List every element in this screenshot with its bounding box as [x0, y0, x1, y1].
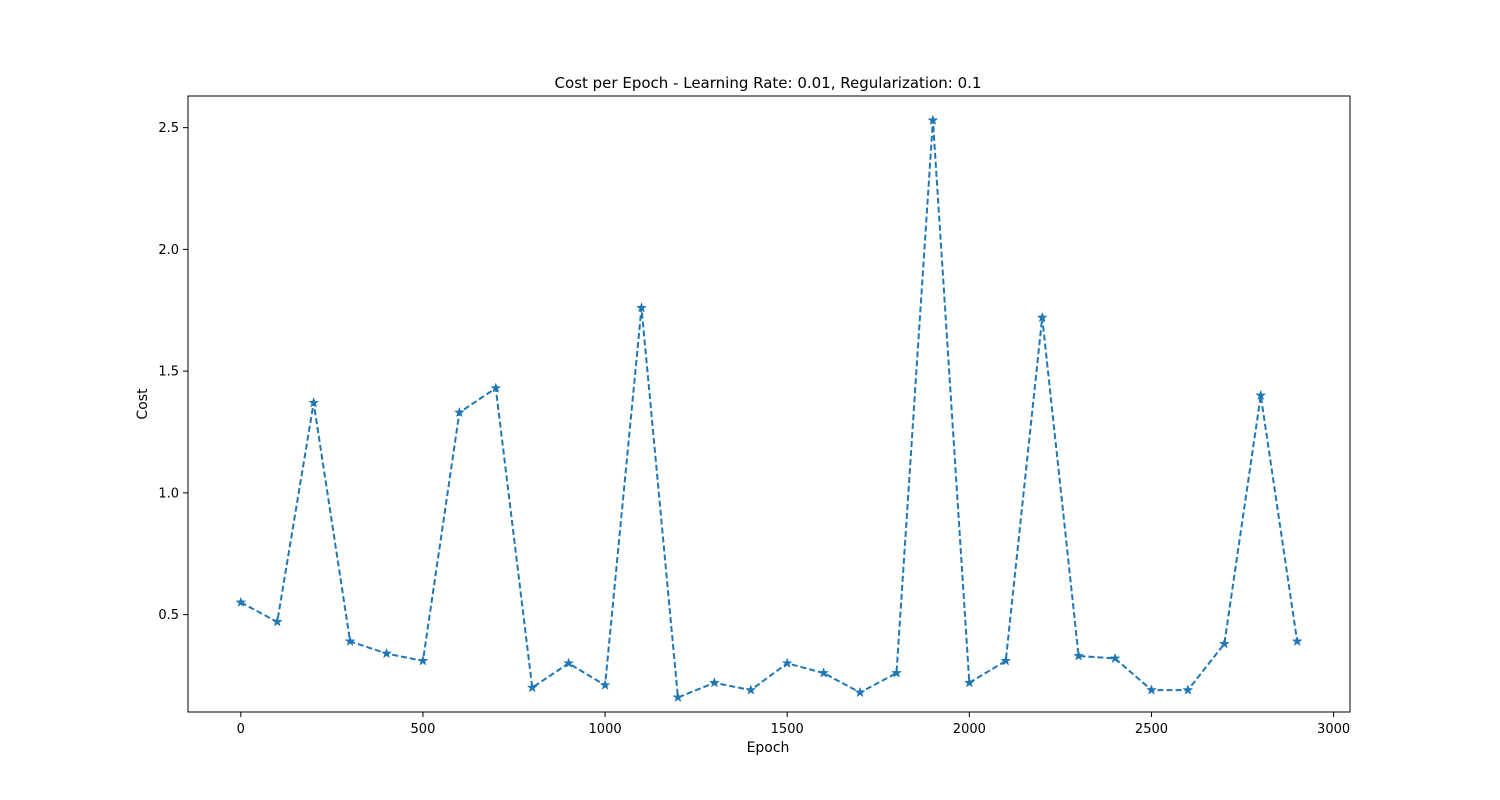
x-tick-label: 1500 — [771, 722, 804, 737]
data-point-marker — [381, 647, 393, 659]
y-axis: 0.5 1.0 1.5 2.0 2.5 — [158, 121, 188, 623]
y-axis-label: Cost — [135, 388, 151, 420]
data-point-marker — [1036, 311, 1048, 323]
data-point-marker — [818, 667, 830, 678]
data-point-marker — [453, 406, 465, 418]
x-tick-label: 500 — [411, 722, 436, 737]
data-point-marker — [891, 667, 902, 678]
y-tick-label: 1.5 — [158, 365, 179, 380]
data-point-marker — [708, 677, 720, 688]
x-axis-label: Epoch — [747, 740, 790, 756]
x-tick-label: 2500 — [1135, 722, 1168, 737]
x-tick-label: 3000 — [1317, 722, 1350, 737]
data-point-marker — [417, 655, 429, 666]
data-point-marker — [599, 679, 611, 690]
x-tick-label: 1000 — [589, 722, 622, 737]
series-line — [240, 120, 1299, 699]
data-point-marker — [1182, 684, 1194, 695]
data-point-marker — [235, 596, 247, 608]
y-tick-label: 2.0 — [158, 243, 179, 258]
data-point-marker — [271, 616, 283, 627]
data-point-marker — [963, 677, 975, 688]
data-point-marker — [927, 114, 939, 126]
y-tick-label: 1.0 — [158, 486, 179, 501]
x-tick-label: 2000 — [953, 722, 986, 737]
data-point-marker — [1291, 635, 1303, 647]
plot-frame — [187, 95, 1351, 713]
data-point-marker — [490, 382, 502, 393]
data-point-marker — [1000, 655, 1012, 666]
plot-area — [235, 114, 1303, 703]
chart-title: Cost per Epoch - Learning Rate: 0.01, Re… — [555, 74, 982, 92]
data-point-marker — [854, 686, 866, 698]
data-point-marker — [1255, 389, 1267, 401]
x-tick-label: 0 — [237, 722, 245, 737]
data-point-marker — [1218, 638, 1230, 649]
data-point-marker — [1073, 650, 1085, 661]
data-point-marker — [308, 397, 320, 408]
data-point-marker — [636, 302, 647, 313]
data-point-marker — [1109, 652, 1121, 664]
data-point-marker — [344, 635, 356, 647]
data-point-marker — [745, 684, 757, 695]
data-point-marker — [1145, 684, 1157, 695]
data-point-marker — [563, 657, 575, 668]
data-point-marker — [672, 691, 684, 703]
y-tick-label: 2.5 — [158, 121, 179, 136]
x-axis: 0 500 1000 1500 2000 2500 3000 — [237, 712, 1350, 737]
y-tick-label: 0.5 — [158, 608, 179, 623]
data-point-marker — [781, 657, 793, 668]
data-point-marker — [526, 681, 538, 693]
